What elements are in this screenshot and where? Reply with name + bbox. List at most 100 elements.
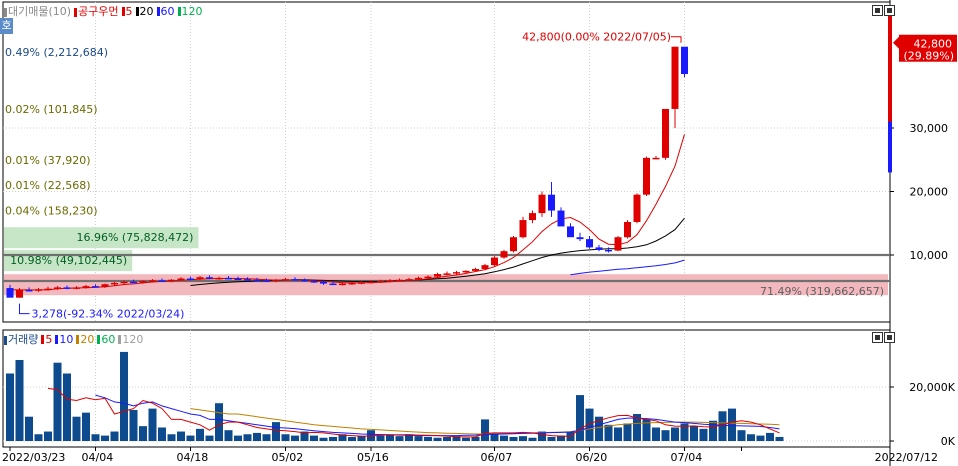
candle	[168, 279, 175, 283]
candle-body	[101, 284, 109, 287]
candle-body	[377, 281, 384, 283]
volume-bar	[718, 411, 727, 441]
candle	[462, 270, 470, 274]
volume-legend-swatch-icon	[76, 335, 80, 344]
candle-body	[424, 276, 432, 279]
candle-body	[282, 279, 289, 281]
candle-body	[605, 249, 612, 252]
candle-body	[206, 277, 213, 279]
x-axis-label: 04/18	[177, 451, 209, 464]
candle	[244, 277, 251, 281]
volume-bar	[310, 435, 318, 441]
volume-legend-item-4[interactable]: 60	[97, 333, 115, 346]
candle	[149, 279, 156, 283]
volume-bar	[699, 428, 708, 441]
volume-bar	[72, 416, 81, 441]
candle	[576, 232, 584, 242]
candle-body	[310, 281, 318, 283]
volume-bar	[661, 430, 670, 441]
volume-legend-swatch-icon	[41, 335, 45, 344]
candle-body	[149, 280, 156, 282]
candle	[339, 282, 346, 286]
volume-legend-item-0[interactable]: 거래량	[4, 331, 38, 347]
volume-pane-maximize-button[interactable]	[884, 332, 895, 343]
volume-profile-bar	[4, 274, 888, 296]
candle	[16, 288, 23, 298]
last-price-value: 42,800	[914, 38, 953, 51]
volume-bar	[395, 436, 404, 441]
candle-body	[63, 287, 71, 289]
volume-legend-swatch-icon	[118, 335, 122, 344]
price-legend-swatch-icon	[156, 7, 160, 16]
candle-body	[386, 280, 394, 282]
volume-bar	[576, 395, 584, 441]
candle-body	[196, 277, 204, 280]
volume-bar	[376, 435, 385, 441]
candle-body	[215, 277, 223, 280]
side-toggle-button[interactable]: 호	[0, 18, 13, 34]
candle	[415, 276, 422, 281]
volume-bar	[329, 436, 337, 441]
candle-body	[443, 273, 451, 275]
volume-bar	[357, 436, 366, 441]
price-legend-item-5[interactable]: 120	[177, 4, 203, 18]
price-legend-label: 120	[181, 4, 203, 18]
candle-body	[225, 277, 232, 280]
candle-body	[177, 278, 185, 280]
price-axis-label: 20,000	[910, 186, 949, 199]
volume-pane-minimize-button[interactable]	[872, 332, 883, 343]
candle	[519, 216, 527, 239]
volume-legend-swatch-icon	[97, 335, 101, 344]
axis-range-bar-up	[888, 13, 892, 154]
volume-bar	[205, 435, 214, 441]
volume-bar	[158, 427, 166, 441]
candle-body	[339, 283, 346, 286]
volume-bar	[243, 434, 252, 441]
volume-bar	[262, 434, 271, 441]
candle	[196, 275, 204, 281]
candle	[206, 275, 213, 280]
volume-legend-label: 60	[101, 332, 116, 346]
candle-body	[453, 272, 460, 274]
volume-legend-item-3[interactable]: 20	[76, 333, 94, 346]
price-legend-item-3[interactable]: 20	[135, 5, 154, 18]
price-pane-minimize-button[interactable]	[872, 5, 883, 16]
price-legend-item-2[interactable]: 5	[121, 5, 133, 18]
volume-bar	[319, 437, 328, 441]
candle	[82, 284, 90, 289]
volume-bar	[547, 436, 556, 441]
candle	[510, 235, 517, 253]
candle	[405, 277, 413, 282]
price-legend-item-1[interactable]: 공구우먼	[74, 3, 119, 19]
volume-bar	[148, 408, 157, 441]
volume-bar	[91, 434, 100, 441]
candle-body	[652, 157, 660, 160]
volume-profile-label: 0.01% (22,568)	[5, 179, 91, 192]
price-legend-item-4[interactable]: 60	[156, 5, 175, 18]
price-pane-maximize-button[interactable]	[884, 5, 895, 16]
volume-bar	[747, 434, 755, 441]
candle-body	[491, 257, 498, 266]
candle	[63, 285, 71, 290]
candle	[130, 279, 137, 284]
candle	[139, 280, 147, 284]
candle-body	[329, 283, 337, 286]
volume-legend-item-1[interactable]: 5	[41, 333, 52, 346]
low-annotation-arrow	[19, 303, 30, 315]
candle	[54, 286, 61, 290]
volume-bar	[196, 428, 204, 441]
volume-legend-item-5[interactable]: 120	[118, 333, 143, 346]
volume-bar	[300, 431, 309, 441]
price-legend-item-0[interactable]: 대기매물(10)	[4, 3, 71, 19]
candle-body	[111, 282, 118, 285]
volume-bar	[25, 416, 33, 441]
volume-bar	[680, 423, 689, 441]
candle-body	[500, 251, 508, 258]
candle	[443, 271, 451, 276]
candle	[500, 249, 508, 259]
volume-legend-item-2[interactable]: 10	[55, 333, 73, 346]
volume-bar	[623, 423, 632, 441]
ma60-line	[570, 259, 685, 276]
volume-profile-label: 0.01% (37,920)	[5, 154, 91, 167]
